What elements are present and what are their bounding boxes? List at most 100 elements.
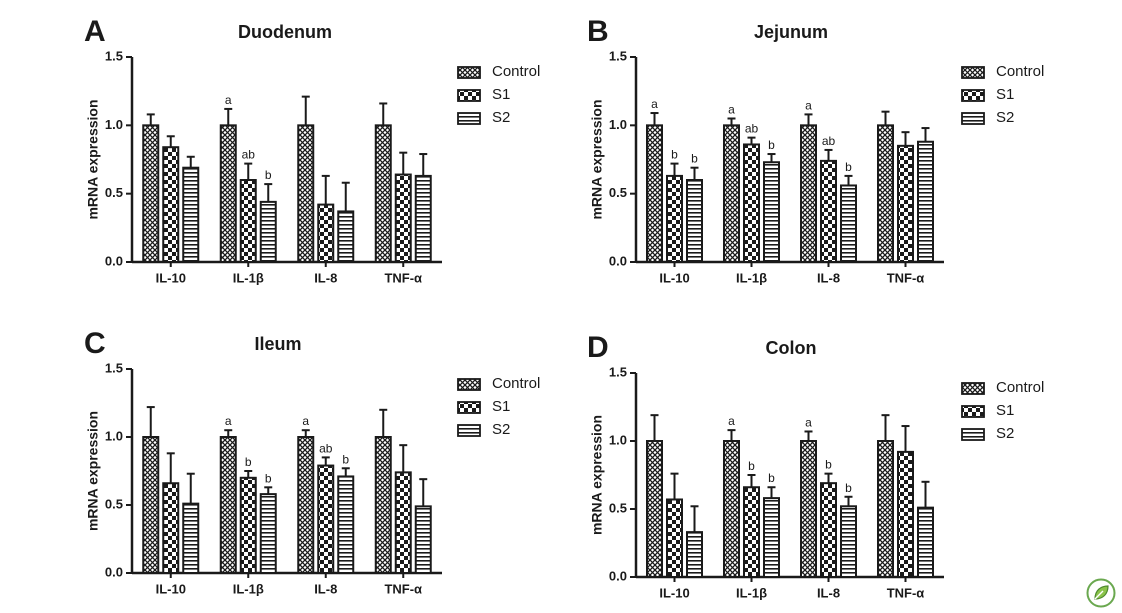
legend-label-s2: S2 [996, 425, 1014, 442]
y-tick-label: 1.5 [105, 360, 123, 375]
legend-swatch-s1 [457, 401, 481, 414]
bar-s2 [259, 200, 277, 264]
y-tick-label: 0.0 [105, 253, 123, 268]
x-tick-label: TNF-α [384, 581, 422, 596]
panel-title: Colon [766, 338, 817, 358]
bar-s1 [162, 146, 180, 263]
legend: Control S1 S2 [961, 379, 1044, 442]
bar-control [800, 440, 817, 578]
bar-s1 [666, 498, 683, 579]
bar-s2 [763, 497, 780, 578]
significance-label: a [805, 415, 812, 429]
legend-label-control: Control [996, 379, 1044, 396]
significance-label: a [225, 414, 232, 428]
legend-swatch-s2 [457, 424, 481, 437]
significance-label: b [825, 458, 832, 472]
legend-swatch-s1 [961, 405, 985, 418]
x-tick-label: IL-8 [314, 270, 337, 285]
bar-group-il8: a abb [800, 98, 857, 264]
significance-label: a [302, 414, 309, 428]
x-tick-label: IL-1β [736, 585, 767, 600]
y-tick-label: 1.0 [105, 117, 123, 132]
bar-control [723, 124, 740, 264]
bar-control [219, 436, 237, 574]
bar-s1 [743, 486, 760, 578]
significance-label: a [805, 98, 812, 112]
bar-s1 [239, 476, 257, 574]
bar-s1 [239, 179, 257, 263]
bar-s2 [337, 210, 355, 263]
legend-swatch-control [961, 66, 985, 79]
significance-label: a [728, 414, 735, 428]
x-tick-label: IL-10 [659, 585, 689, 600]
bar-group-il1: a bb [723, 414, 780, 578]
bar-s2 [763, 161, 780, 264]
bar-group-tnf [877, 414, 934, 579]
legend-label-s1: S1 [492, 398, 510, 415]
legend-label-s2: S2 [996, 109, 1014, 126]
bar-control [877, 440, 894, 578]
bar-group-il8: a bb [800, 415, 857, 578]
significance-label: b [671, 148, 678, 162]
y-tick-label: 0.5 [105, 185, 123, 200]
bar-control [800, 124, 817, 264]
legend-swatch-control [457, 378, 481, 391]
legend-swatch-s2 [457, 112, 481, 125]
bar-s1 [394, 173, 412, 264]
bar-control [646, 124, 663, 264]
bar-s2 [182, 502, 200, 575]
panel-title: Ileum [254, 334, 301, 354]
legend-swatch-control [457, 66, 481, 79]
bar-control [374, 436, 392, 574]
bar-s2 [840, 505, 857, 578]
panel-letter: D [587, 331, 609, 364]
panel-a: A Duodenum mRNA expression 0.0 0.5 1.0 1.5 IL-1… [84, 15, 540, 286]
bar-s2 [414, 174, 432, 263]
significance-label: a [728, 103, 735, 117]
legend-label-s1: S1 [996, 402, 1014, 419]
panel-letter: A [84, 15, 106, 48]
bar-s1 [394, 471, 412, 574]
bar-control [142, 436, 160, 574]
leaf-logo-icon [1086, 578, 1116, 608]
bar-s2 [182, 166, 200, 263]
legend-label-control: Control [492, 375, 540, 392]
bar-s2 [686, 179, 703, 263]
legend: Control S1 S2 [457, 375, 540, 438]
y-axis-label: mRNA expression [589, 99, 605, 219]
bar-control [297, 436, 315, 574]
significance-label: b [768, 471, 775, 485]
bar-control [646, 440, 663, 578]
y-axis-label: mRNA expression [85, 99, 101, 219]
significance-label: a [225, 93, 232, 107]
legend: Control S1 S2 [457, 63, 540, 126]
legend-label-s1: S1 [492, 86, 510, 103]
bar-group-il10 [142, 113, 200, 264]
x-tick-label: TNF-α [887, 270, 925, 285]
legend-swatch-s2 [961, 428, 985, 441]
legend-swatch-s1 [961, 89, 985, 102]
bar-group-il8 [297, 95, 355, 264]
significance-label: b [845, 160, 852, 174]
significance-label: b [748, 459, 755, 473]
significance-label: ab [745, 122, 759, 136]
bar-control [142, 124, 160, 264]
legend: Control S1 S2 [961, 63, 1044, 126]
bar-control [297, 124, 315, 264]
panel-title: Duodenum [238, 22, 332, 42]
y-tick-label: 0.5 [609, 500, 627, 515]
x-tick-label: IL-1β [233, 581, 264, 596]
legend-swatch-control [961, 382, 985, 395]
bar-s2 [686, 531, 703, 578]
bar-group-tnf [877, 110, 934, 264]
y-tick-label: 0.5 [105, 496, 123, 511]
significance-label: a [651, 97, 658, 111]
y-tick-label: 0.5 [609, 185, 627, 200]
bar-s2 [259, 493, 277, 574]
bar-group-il1: a abb [219, 93, 277, 264]
bar-group-il10 [646, 414, 703, 579]
panel-d: D Colon mRNA expression 0.0 0.5 1.0 1.5 IL-10 a b… [587, 331, 1044, 601]
